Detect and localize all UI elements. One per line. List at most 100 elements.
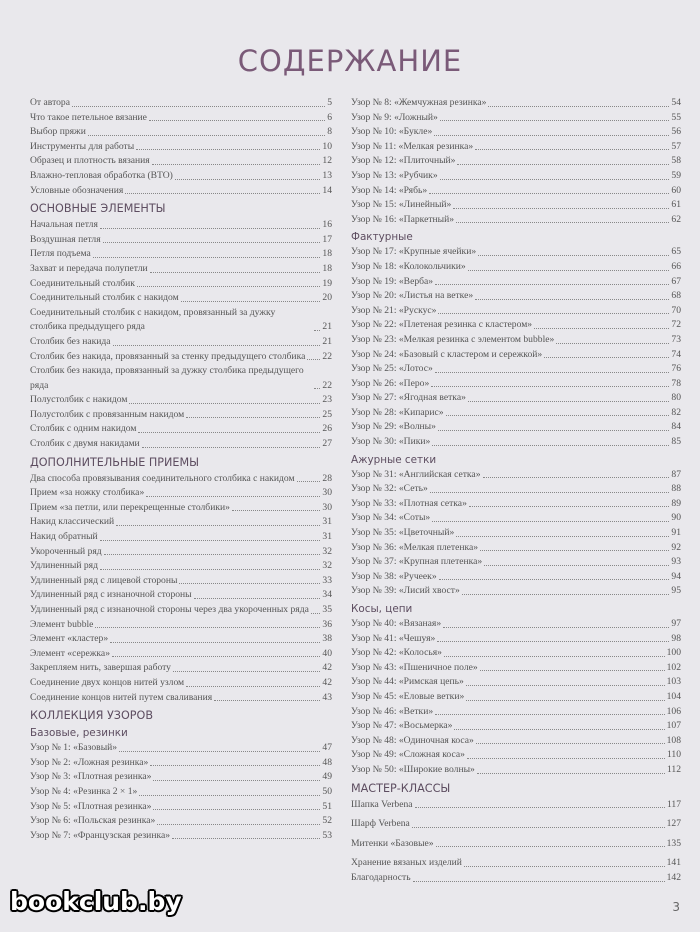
entry-title: Условные обозначения — [30, 184, 124, 196]
entry-page: 82 — [671, 406, 681, 418]
entry-page: 57 — [671, 140, 681, 152]
dot-leader — [467, 400, 670, 402]
entry-page: 76 — [671, 363, 681, 375]
toc-entry: Воздушная петля 17 — [30, 233, 332, 248]
entry-page: 32 — [322, 560, 332, 572]
dot-leader — [435, 846, 665, 848]
toc-entry: Узор № 19: «Верба» 67 — [351, 275, 681, 290]
entry-page: 67 — [671, 275, 681, 287]
toc-entry: Инструменты для работы 10 — [30, 140, 332, 155]
entry-title: Захват и передача полупетли — [30, 262, 148, 274]
entry-title: Полустолбик с накидом — [30, 394, 128, 406]
dot-leader — [172, 838, 321, 840]
entry-title: Соединительный столбик с накидом — [30, 292, 179, 304]
toc-entry: Узор № 8: «Жемчужная резинка» 54 — [351, 96, 681, 111]
entry-title: Узор № 12: «Плиточный» — [351, 155, 456, 167]
dot-leader — [475, 149, 670, 151]
entry-title: Благодарность — [351, 871, 411, 883]
dot-leader — [438, 313, 670, 315]
dot-leader — [116, 525, 321, 527]
dot-leader — [174, 178, 321, 180]
entry-title: Образец и плотность вязания — [30, 155, 150, 167]
entry-title: Узор № 43: «Пшеничное поле» — [351, 661, 478, 673]
dot-leader — [146, 495, 321, 497]
entry-title: Узор № 39: «Лисий хвост» — [351, 585, 460, 597]
entry-title: Узор № 9: «Ложный» — [351, 111, 438, 123]
entry-title: Узор № 40: «Вязаная» — [351, 618, 442, 629]
entry-title: Узор № 25: «Лотос» — [351, 363, 433, 375]
toc-entry: Узор № 3: «Плотная резинка» 49 — [30, 770, 332, 785]
toc-entry: Узор № 44: «Римская цепь» 103 — [351, 675, 681, 690]
dot-leader — [148, 120, 326, 122]
toc-entry: Соединительный столбик с накидом, провяз… — [30, 306, 332, 335]
dot-leader — [429, 193, 670, 195]
entry-page: 78 — [671, 377, 681, 389]
entry-title: Выбор пряжи — [30, 126, 86, 138]
dot-leader — [453, 207, 670, 209]
section-subheading: Фактурные — [351, 231, 413, 244]
entry-page: 10 — [322, 140, 332, 152]
entry-page: 117 — [666, 798, 681, 810]
dot-leader — [141, 446, 321, 448]
entry-page: 17 — [322, 233, 332, 245]
toc-entry: Узор № 24: «Базовый с кластером и сережк… — [351, 348, 681, 363]
dot-leader — [434, 134, 670, 136]
toc-entry: Что такое петельное вязание 6 — [30, 111, 332, 126]
entry-page: 110 — [666, 749, 681, 761]
toc-entry: Элемент bubble 36 — [30, 618, 332, 633]
entry-page: 104 — [666, 690, 681, 702]
toc-entry: Укороченный ряд 32 — [30, 545, 332, 560]
entry-title: Удлиненный ряд с лицевой стороны — [30, 574, 178, 586]
entry-title: Узор № 19: «Верба» — [351, 275, 434, 287]
entry-title: Что такое петельное вязание — [30, 111, 147, 123]
dot-leader — [231, 510, 321, 512]
toc-entry: Узор № 26: «Перо» 78 — [351, 377, 681, 392]
entry-page: 48 — [322, 756, 332, 768]
entry-title: Узор № 41: «Чешуя» — [351, 632, 436, 644]
dot-leader — [482, 477, 670, 479]
toc-entry: Удлиненный ряд с изнаночной стороны 34 — [30, 588, 332, 603]
entry-title: Соединение концов нитей путем сваливания — [30, 691, 213, 703]
section-heading: Коллекция узоров — [30, 709, 153, 723]
dot-leader — [445, 415, 670, 417]
dot-leader — [429, 491, 670, 493]
entry-title: Полустолбик с провязанным накидом — [30, 408, 185, 420]
toc-entry: Начальная петля 16 — [30, 218, 332, 233]
entry-title: Элемент «сережка» — [30, 647, 110, 659]
entry-title: Два способа провязывания соединительного… — [30, 472, 295, 484]
toc-entry: Узор № 22: «Плетеная резинка с кластером… — [351, 318, 681, 333]
toc-entry: Узор № 32: «Сеть» 88 — [351, 482, 681, 497]
entry-page: 73 — [671, 333, 681, 345]
entry-title: Накид обратный — [30, 531, 98, 543]
entry-title: Узор № 20: «Листья на ветке» — [351, 290, 474, 302]
dot-leader — [157, 823, 321, 825]
toc-entry: Столбик без накида, провязанный за дужку… — [30, 364, 332, 393]
entry-title: Удлиненный ряд с изнаночной стороны чере… — [30, 604, 309, 615]
entry-page: 22 — [322, 350, 332, 362]
entry-title: Узор № 8: «Жемчужная резинка» — [351, 97, 487, 108]
entry-page: 98 — [671, 632, 681, 644]
entry-page: 94 — [671, 570, 681, 582]
entry-page: 88 — [671, 483, 681, 495]
entry-page: 36 — [322, 618, 332, 630]
entry-page: 80 — [671, 392, 681, 404]
dot-leader — [466, 757, 665, 759]
dot-leader — [454, 728, 665, 730]
toc-entry: От автора 5 — [30, 96, 332, 111]
dot-leader — [457, 163, 670, 165]
entry-page: 90 — [671, 512, 681, 524]
toc-entry: Удлиненный ряд с лицевой стороны 33 — [30, 574, 332, 589]
dot-leader — [99, 568, 321, 570]
toc-entry: Образец и плотность вязания 12 — [30, 154, 332, 169]
entry-title: Узор № 49: «Сложная коса» — [351, 749, 465, 761]
dot-leader — [87, 134, 326, 136]
entry-page: 84 — [671, 421, 681, 433]
toc-entry: Выбор пряжи 8 — [30, 125, 332, 140]
dot-leader — [435, 714, 665, 716]
dot-leader — [411, 826, 665, 828]
dot-leader — [456, 535, 670, 537]
dot-leader — [438, 579, 670, 581]
toc-entry: Узор № 38: «Ручеек» 94 — [351, 570, 681, 585]
toc-entry: Хранение вязаных изделий 141 — [351, 856, 681, 871]
